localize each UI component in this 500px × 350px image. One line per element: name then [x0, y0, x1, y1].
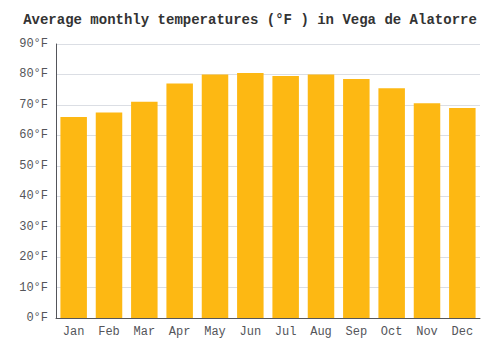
svg-text:90°F: 90°F [19, 37, 48, 51]
svg-text:Nov: Nov [416, 325, 438, 339]
svg-text:50°F: 50°F [19, 159, 48, 173]
svg-text:Jan: Jan [63, 325, 85, 339]
svg-text:Jun: Jun [240, 325, 262, 339]
svg-text:Dec: Dec [452, 325, 474, 339]
svg-text:Apr: Apr [169, 325, 191, 339]
svg-text:0°F: 0°F [26, 311, 48, 325]
svg-text:70°F: 70°F [19, 98, 48, 112]
svg-text:Jul: Jul [275, 325, 297, 339]
svg-text:Feb: Feb [98, 325, 120, 339]
svg-text:Oct: Oct [381, 325, 403, 339]
svg-text:Aug: Aug [310, 325, 332, 339]
svg-text:30°F: 30°F [19, 220, 48, 234]
svg-text:Mar: Mar [134, 325, 156, 339]
svg-text:10°F: 10°F [19, 281, 48, 295]
svg-text:May: May [204, 325, 226, 339]
svg-text:80°F: 80°F [19, 67, 48, 81]
svg-text:Average monthly temperatures (: Average monthly temperatures (°F ) in Ve… [23, 12, 477, 28]
svg-text:Sep: Sep [346, 325, 368, 339]
svg-text:60°F: 60°F [19, 128, 48, 142]
svg-text:40°F: 40°F [19, 189, 48, 203]
svg-text:20°F: 20°F [19, 250, 48, 264]
